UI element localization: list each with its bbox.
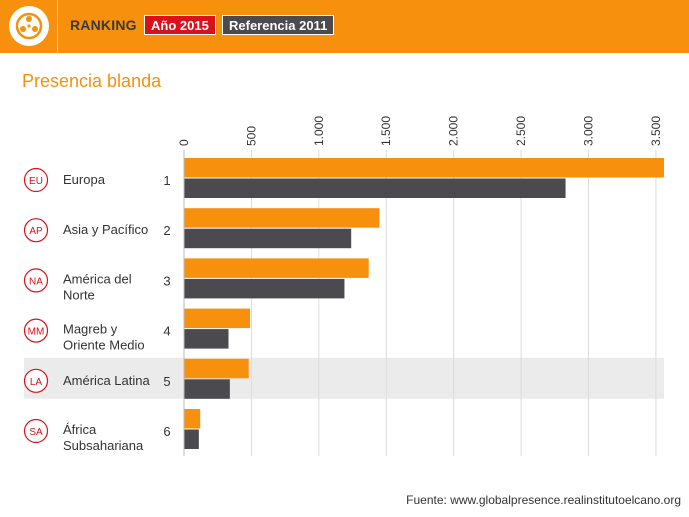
bar-2015[interactable]	[184, 409, 201, 429]
category-label: Asia y Pacífico	[63, 222, 148, 237]
category-label: América Latina	[63, 373, 150, 388]
category-label: Norte	[63, 287, 95, 302]
bar-2015[interactable]	[184, 308, 251, 329]
bar-2015[interactable]	[184, 258, 369, 278]
x-tick-label: 500	[244, 126, 258, 146]
bar-2015[interactable]	[184, 208, 380, 228]
year-2015-toggle[interactable]: Año 2015	[144, 15, 216, 35]
category-label: Europa	[63, 172, 106, 187]
bar-2011[interactable]	[184, 278, 345, 299]
reference-2011-toggle[interactable]: Referencia 2011	[222, 15, 335, 35]
region-code: NA	[29, 276, 43, 287]
x-tick-label: 3.500	[649, 116, 663, 146]
bar-2015[interactable]	[184, 358, 249, 379]
rank-number: 4	[163, 324, 170, 339]
ranking-title: RANKING	[70, 17, 137, 33]
category-label: Oriente Medio	[63, 338, 145, 353]
globe-icon[interactable]	[9, 6, 49, 46]
header-bar: RANKING Año 2015 Referencia 2011	[0, 0, 689, 53]
bar-2011[interactable]	[184, 329, 229, 349]
category-label: América del	[63, 271, 132, 286]
region-badge[interactable]	[23, 368, 49, 393]
category-label: Magreb y	[63, 322, 118, 337]
region-code: EU	[29, 176, 43, 187]
x-tick-label: 2.500	[514, 116, 528, 146]
region-badge[interactable]	[23, 318, 49, 343]
bar-2011[interactable]	[184, 379, 230, 399]
region-code: AP	[29, 226, 43, 237]
source-note: Fuente: www.globalpresence.realinstituto…	[406, 493, 681, 507]
region-badge[interactable]	[23, 418, 49, 444]
header-divider	[57, 0, 58, 53]
region-badge[interactable]	[23, 268, 49, 293]
region-code: SA	[29, 427, 43, 438]
region-badge[interactable]	[23, 218, 49, 243]
region-badge[interactable]	[23, 167, 49, 193]
highlighted-row	[24, 357, 664, 399]
x-tick-label: 2.000	[447, 116, 461, 146]
region-code: MM	[28, 327, 45, 338]
bar-2011[interactable]	[184, 429, 199, 450]
rank-number: 2	[163, 223, 170, 238]
category-label: África	[63, 422, 97, 437]
x-tick-label: 1.000	[312, 116, 326, 146]
x-tick-label: 1.500	[379, 116, 393, 146]
x-tick-label: 3.000	[581, 116, 595, 146]
x-tick-label: 0	[177, 139, 191, 146]
bar-chart: 0 500 1.000 1.500 2.000 2.500 3.000 3.500 EU Euro…	[23, 116, 664, 456]
rank-number: 5	[163, 374, 170, 389]
bar-2015[interactable]	[184, 158, 664, 178]
rank-number: 3	[163, 273, 170, 288]
chart-subtitle: Presencia blanda	[22, 71, 162, 91]
bar-2011[interactable]	[184, 228, 352, 249]
rank-number: 6	[163, 424, 170, 439]
rank-number: 1	[163, 173, 170, 188]
region-code: LA	[30, 377, 43, 388]
bar-2011[interactable]	[184, 178, 566, 199]
category-label: Subsahariana	[63, 438, 144, 453]
